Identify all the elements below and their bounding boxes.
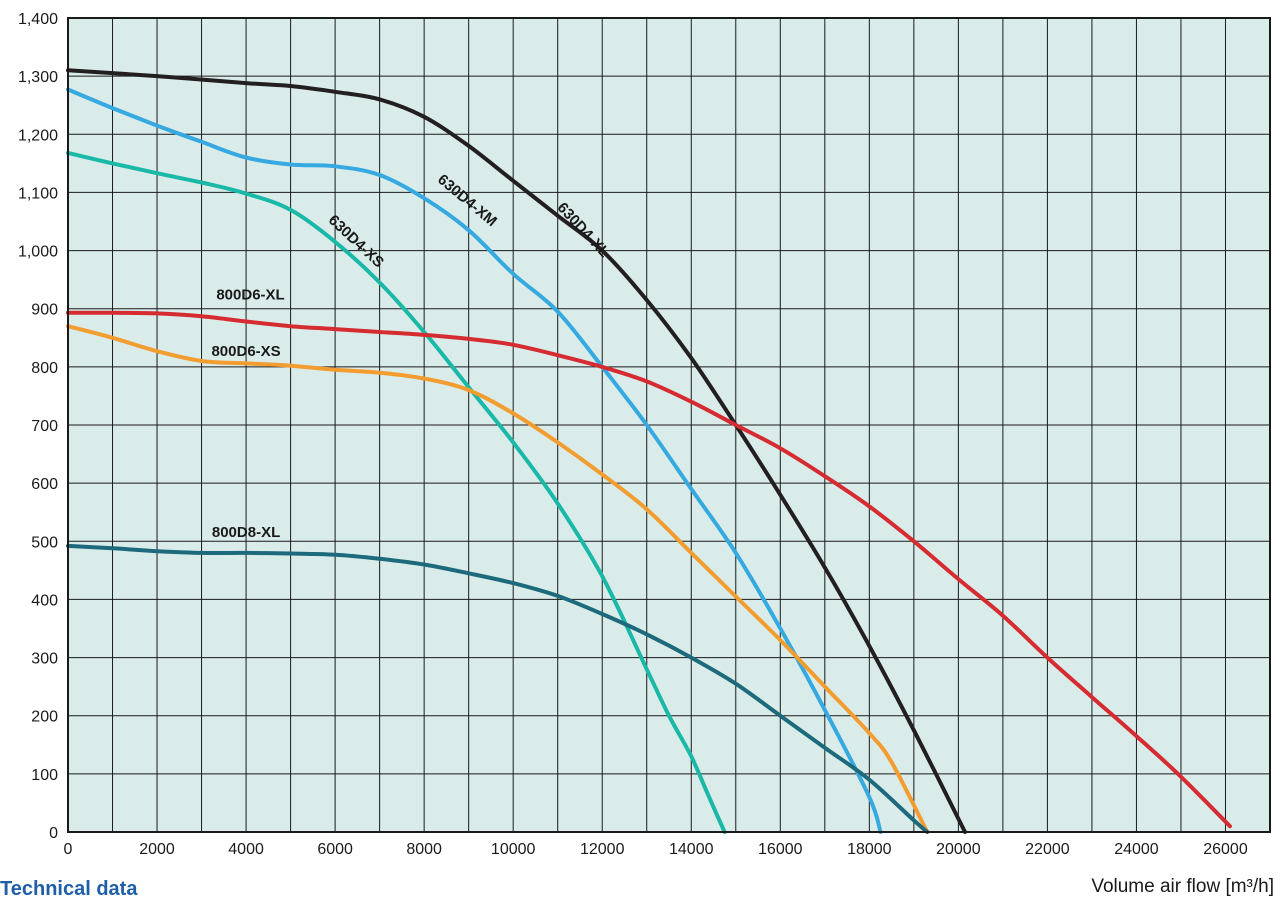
- x-tick-label: 18000: [847, 841, 892, 858]
- series-label-800d6-xl: 800D6-XL: [216, 286, 284, 303]
- series-line-800d6-xl: [66, 310, 1232, 829]
- x-tick-label: 16000: [758, 841, 803, 858]
- x-tick-label: 0: [64, 841, 73, 858]
- series-label-800d8-xl: 800D8-XL: [212, 524, 280, 541]
- y-tick-label: 1,100: [18, 185, 58, 202]
- series-line-800d8-xl: [66, 543, 930, 834]
- x-tick-label: 20000: [936, 841, 981, 858]
- y-tick-label: 100: [31, 767, 58, 784]
- x-tick-label: 10000: [491, 841, 536, 858]
- series-line-800d6-xs: [66, 324, 930, 834]
- y-tick-label: 900: [31, 302, 58, 319]
- series-line-630d4-xs: [66, 150, 727, 834]
- axis-ticks: 0 2000 4000 6000 8000 10000 12000 14000 16000 180…: [18, 11, 1248, 858]
- x-tick-label: 2000: [139, 841, 175, 858]
- series-line-630d4-xl: [66, 68, 967, 834]
- x-tick-label: 22000: [1025, 841, 1070, 858]
- x-tick-label: 12000: [580, 841, 625, 858]
- y-tick-label: 1,200: [18, 127, 58, 144]
- y-tick-label: 0: [49, 825, 58, 842]
- y-tick-label: 1,000: [18, 244, 58, 261]
- y-tick-label: 800: [31, 360, 58, 377]
- y-tick-label: 500: [31, 534, 58, 551]
- x-tick-label: 8000: [406, 841, 442, 858]
- x-tick-label: 24000: [1114, 841, 1159, 858]
- series-label-800d6-xs: 800D6-XS: [211, 343, 280, 360]
- y-tick-label: 400: [31, 592, 58, 609]
- y-tick-label: 700: [31, 418, 58, 435]
- series-lines: [66, 68, 1232, 834]
- x-tick-label: 6000: [317, 841, 353, 858]
- y-tick-label: 200: [31, 709, 58, 726]
- x-tick-label: 14000: [669, 841, 714, 858]
- grid-lines: [67, 17, 1271, 833]
- y-tick-label: 1,300: [18, 69, 58, 86]
- series-line-630d4-xm: [66, 87, 883, 834]
- y-tick-label: 1,400: [18, 11, 58, 28]
- section-title: Technical data: [0, 878, 138, 900]
- plot-frame: [67, 17, 1271, 833]
- y-tick-label: 600: [31, 476, 58, 493]
- x-axis-label: Volume air flow [m³/h]: [1091, 876, 1274, 897]
- y-tick-label: 300: [31, 651, 58, 668]
- x-tick-label: 4000: [228, 841, 264, 858]
- x-tick-label: 26000: [1203, 841, 1248, 858]
